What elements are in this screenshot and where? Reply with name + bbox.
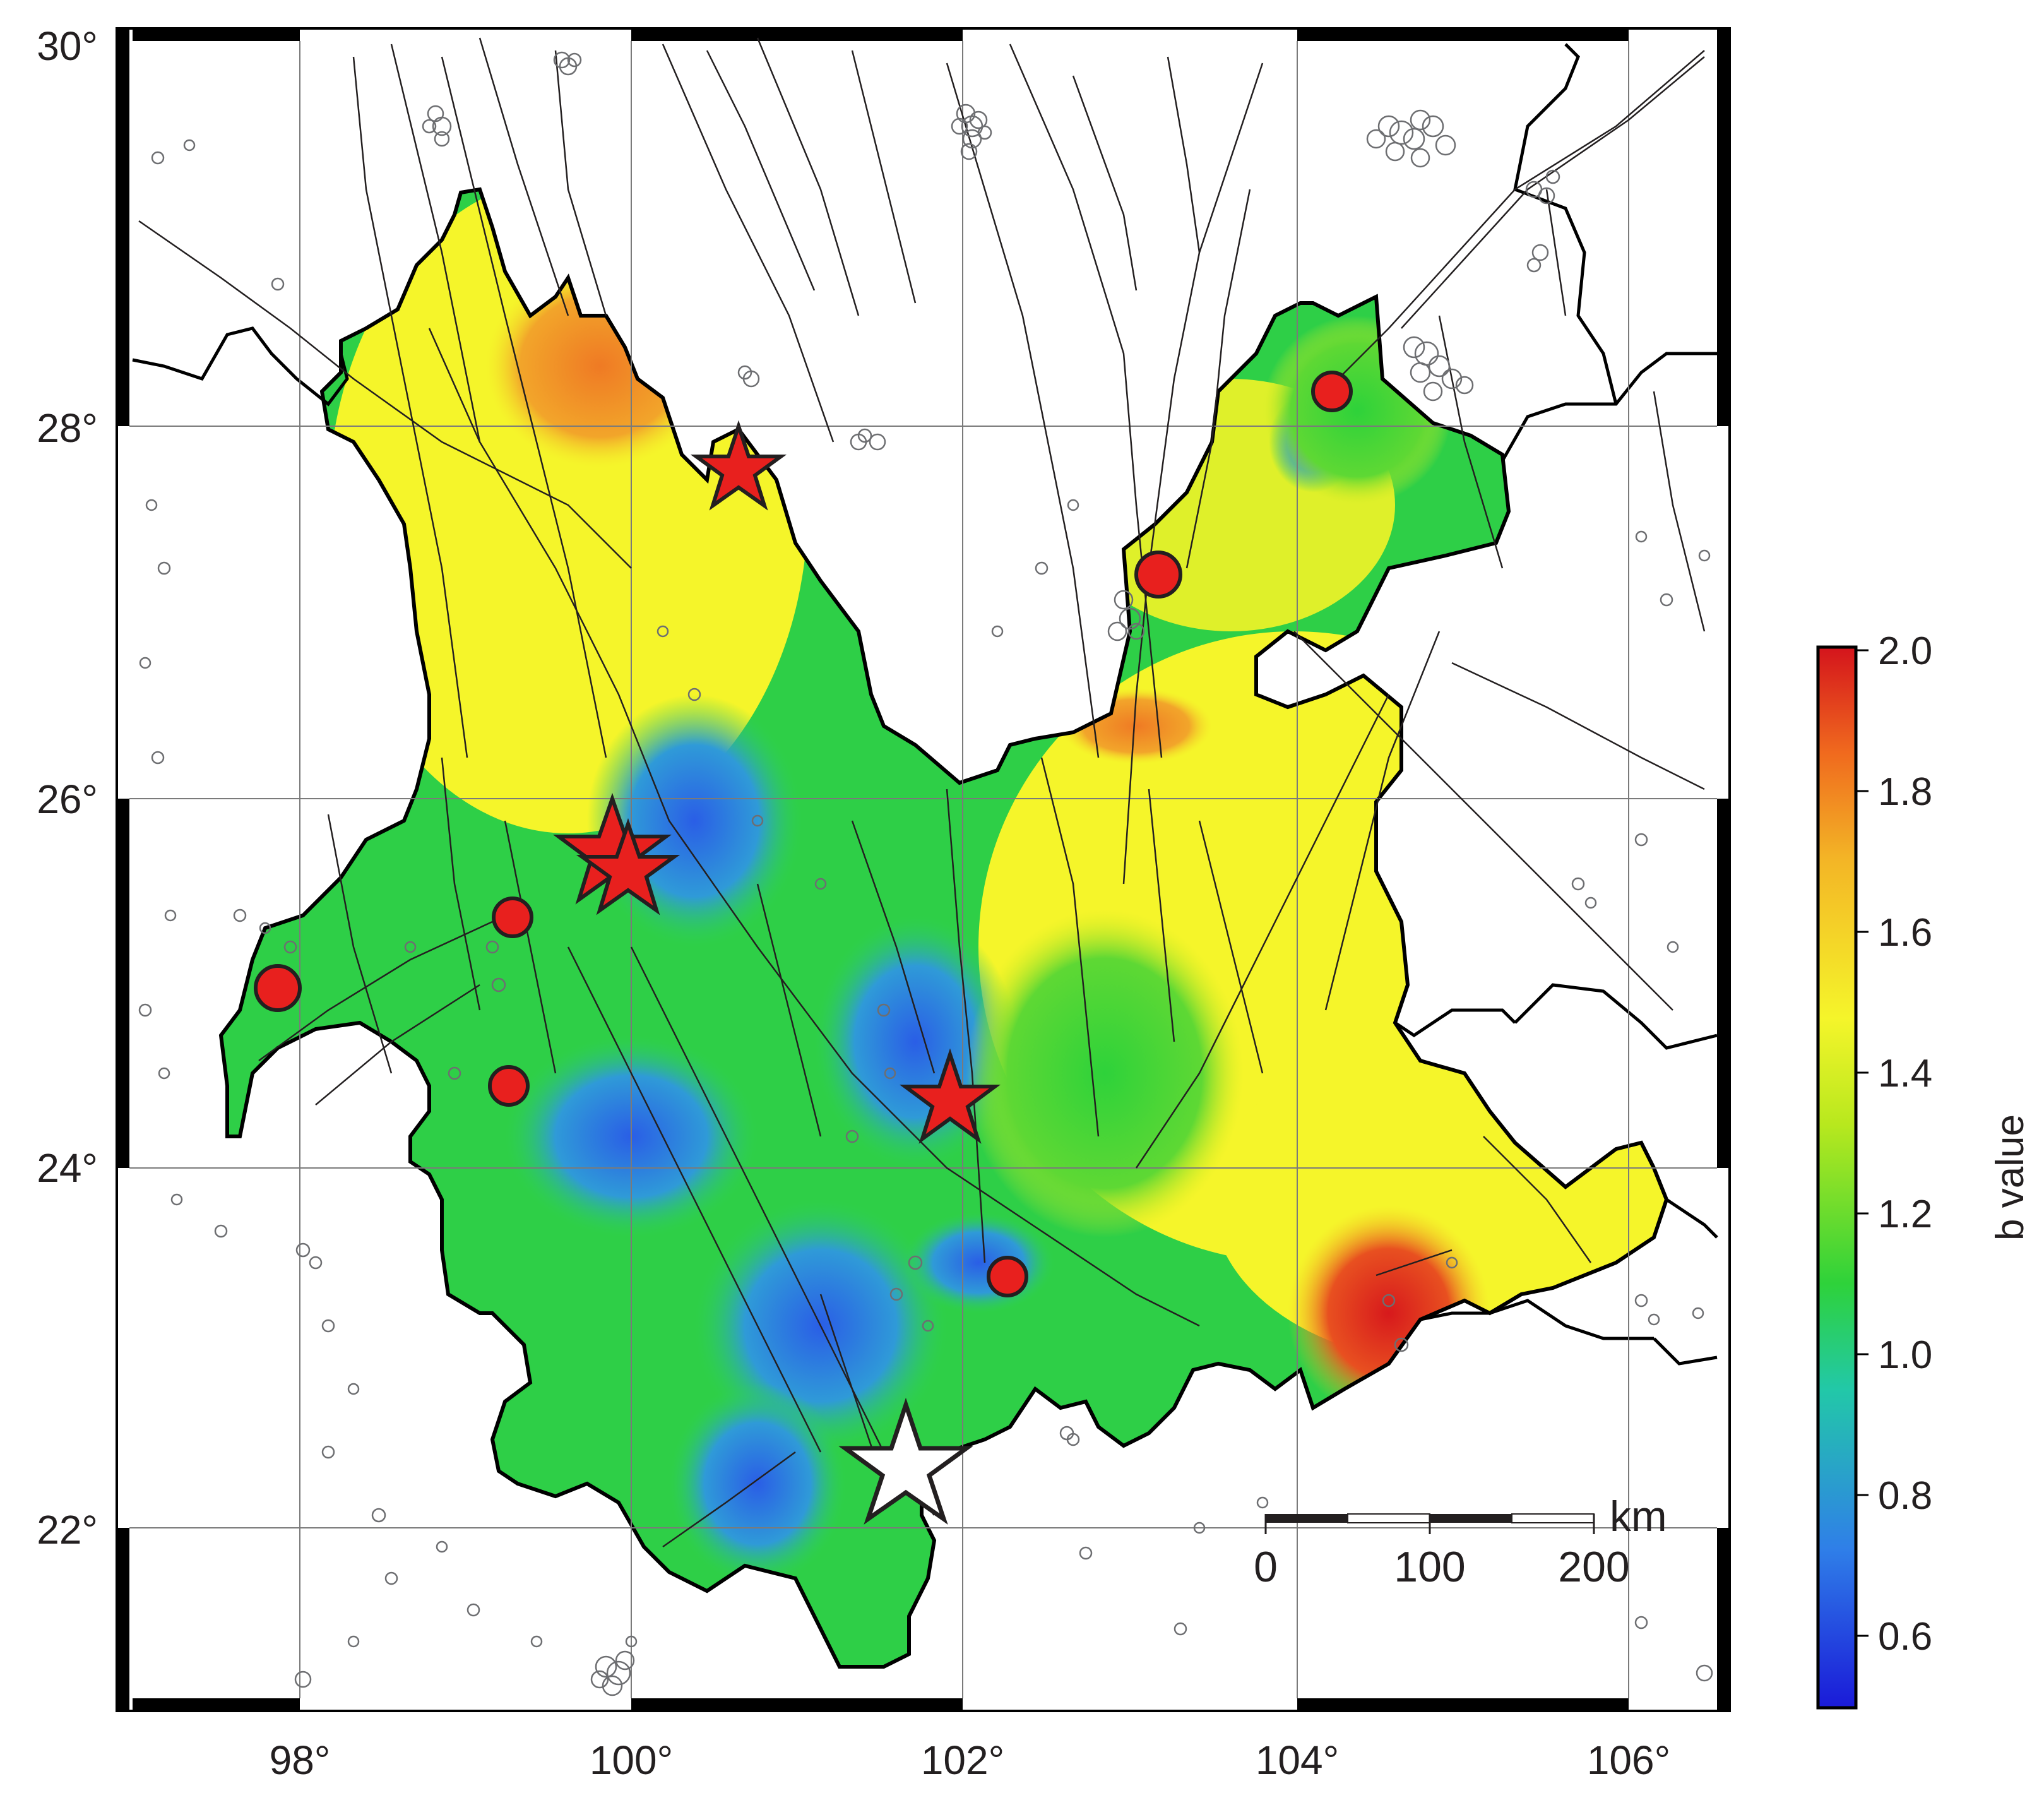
red-circle-marker <box>492 897 533 938</box>
y-axis-labels: 30° 28° 26° 24° 22° <box>37 23 98 1552</box>
x-axis-labels: 98° 100° 102° 104° 106° <box>270 1737 1671 1783</box>
colorbar-tick-label: 2.0 <box>1878 629 1932 673</box>
colorbar-tick-label: 1.4 <box>1878 1052 1932 1095</box>
scale-bar-unit: km <box>1610 1492 1667 1540</box>
x-tick-label: 104° <box>1256 1737 1339 1783</box>
red-circle-marker <box>1134 551 1182 599</box>
seismicity-circles <box>138 51 1713 1696</box>
colorbar-tick-label: 1.0 <box>1878 1333 1932 1377</box>
colorbar-tick-label: 1.6 <box>1878 911 1932 955</box>
scale-bar: km 0 100 200 <box>1254 1492 1667 1591</box>
red-circle-marker <box>1311 371 1353 412</box>
event-markers <box>254 371 1353 1525</box>
x-tick-label: 100° <box>590 1737 673 1783</box>
scale-bar-label: 200 <box>1558 1543 1629 1591</box>
colorbar-title: b value <box>1988 1114 2032 1241</box>
colorbar-tick-label: 1.8 <box>1878 770 1932 814</box>
red-circle-marker <box>254 964 302 1012</box>
red-star-marker <box>576 818 680 915</box>
y-tick-label: 28° <box>37 405 98 451</box>
x-tick-label: 102° <box>921 1737 1004 1783</box>
y-tick-label: 22° <box>37 1507 98 1552</box>
frame-ticks <box>117 28 1730 1711</box>
colorbar-gradient <box>1816 645 1858 1710</box>
fault-lines <box>138 37 1706 1548</box>
colorbar-tick-label: 0.6 <box>1878 1615 1932 1659</box>
white-star-marker <box>838 1397 973 1525</box>
colorbar-ticks <box>1856 649 1869 1637</box>
colorbar-tick-label: 1.2 <box>1878 1193 1932 1236</box>
scale-bar-label: 100 <box>1394 1543 1465 1591</box>
red-circle-marker <box>488 1065 530 1107</box>
y-tick-label: 24° <box>37 1145 98 1191</box>
colorbar: 2.0 1.8 1.6 1.4 1.2 1.0 0.8 0.6 b value <box>1816 629 2032 1710</box>
red-star-marker <box>899 1048 1001 1144</box>
y-tick-label: 30° <box>37 23 98 69</box>
x-tick-label: 106° <box>1587 1737 1670 1783</box>
x-tick-label: 98° <box>270 1737 331 1783</box>
y-tick-label: 26° <box>37 777 98 822</box>
red-circle-marker <box>987 1256 1028 1297</box>
scale-bar-label: 0 <box>1254 1543 1278 1591</box>
red-star-marker <box>690 420 787 511</box>
colorbar-tick-label: 0.8 <box>1878 1474 1932 1518</box>
